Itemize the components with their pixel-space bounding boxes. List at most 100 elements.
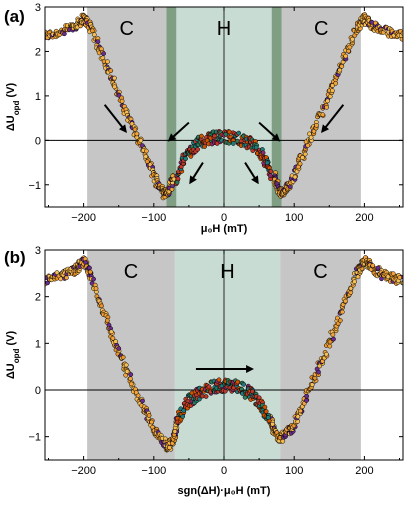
data-point	[112, 75, 117, 81]
data-point	[95, 39, 101, 45]
data-point	[93, 286, 99, 291]
data-point	[297, 161, 303, 167]
data-point	[263, 409, 269, 414]
sweep-arrow-0	[103, 104, 127, 134]
data-point	[350, 36, 355, 42]
data-point	[128, 372, 134, 377]
panel-label: (b)	[4, 248, 26, 267]
data-point	[138, 138, 144, 143]
data-point	[280, 438, 286, 444]
data-point	[320, 112, 326, 118]
data-point	[325, 98, 330, 104]
data-point	[54, 270, 60, 275]
x-tick-label: 200	[355, 465, 373, 477]
x-tick-label: −200	[71, 212, 96, 224]
data-point	[249, 389, 255, 394]
data-point	[337, 318, 343, 323]
y-tick-label: 3	[35, 245, 41, 257]
y-tick-label: 3	[35, 2, 41, 14]
data-point	[304, 398, 309, 403]
data-point	[355, 274, 361, 280]
data-point	[91, 276, 96, 282]
data-point	[292, 174, 298, 180]
data-point	[206, 384, 212, 390]
transition-band-1	[271, 7, 282, 207]
data-point	[268, 168, 274, 174]
data-point	[379, 276, 384, 282]
y-axis-label: ΔUopd (V)	[5, 331, 21, 380]
y-tick-label: −1	[28, 180, 41, 192]
data-point	[183, 156, 188, 162]
data-point	[140, 398, 145, 404]
sweep-arrow-4	[258, 121, 281, 142]
data-point	[253, 145, 259, 150]
data-point	[105, 59, 110, 65]
y-tick-label: 2	[35, 292, 41, 304]
y-tick-label: −1	[28, 432, 41, 444]
data-point	[195, 147, 201, 152]
data-point	[149, 419, 155, 425]
data-point	[236, 130, 242, 136]
data-point	[62, 31, 67, 37]
data-point	[323, 351, 329, 357]
data-point	[180, 414, 186, 419]
data-point	[335, 315, 340, 321]
x-tick-label: −100	[141, 465, 166, 477]
data-point	[352, 279, 357, 285]
data-point	[91, 32, 97, 38]
data-point	[123, 362, 129, 368]
data-point	[390, 271, 396, 277]
sweep-arrow-3	[244, 162, 259, 185]
data-point	[300, 155, 305, 160]
panel-a: C H C −200 −100 0 100 200 −1 0 1 2 3 (a) μ₀H (mT) ΔUopd…	[4, 2, 404, 235]
data-point	[327, 343, 333, 349]
data-point	[314, 122, 319, 128]
data-point	[128, 376, 133, 382]
data-point	[370, 263, 376, 268]
data-point	[119, 98, 125, 104]
data-point	[132, 127, 138, 132]
y-axis-label: ΔUopd (V)	[5, 83, 21, 132]
data-point	[331, 336, 336, 342]
data-point	[134, 131, 140, 137]
x-tick-label: −200	[71, 465, 96, 477]
data-point	[143, 154, 149, 159]
data-point	[333, 80, 339, 86]
region-label-c-2: C	[313, 261, 327, 283]
data-point	[175, 176, 181, 182]
data-point	[89, 28, 95, 34]
region-h-1	[174, 250, 281, 460]
data-point	[339, 309, 345, 315]
region-label-h-1: H	[220, 261, 234, 283]
y-tick-label: 1	[35, 338, 41, 350]
data-point	[339, 63, 345, 69]
data-point	[108, 68, 114, 74]
sweep-arrow-1	[167, 121, 190, 142]
data-point	[305, 143, 311, 148]
data-point	[317, 363, 323, 369]
data-point	[260, 150, 266, 156]
data-point	[222, 388, 228, 394]
x-tick-label: −100	[141, 212, 166, 224]
data-point	[128, 381, 134, 387]
data-point	[262, 404, 268, 410]
data-point	[264, 160, 270, 166]
data-point	[146, 413, 152, 418]
panel-label: (a)	[4, 7, 25, 26]
data-point	[203, 394, 209, 399]
data-point	[308, 135, 314, 140]
data-point	[116, 346, 122, 351]
plot-area	[45, 250, 403, 460]
data-point	[120, 354, 126, 360]
data-point	[143, 148, 149, 154]
data-point	[330, 88, 335, 93]
transition-band-0	[166, 7, 177, 207]
data-point	[112, 84, 117, 90]
data-point	[343, 298, 348, 304]
x-tick-label: 100	[285, 465, 303, 477]
data-point	[267, 173, 273, 178]
data-point	[265, 415, 271, 420]
data-point	[199, 133, 204, 139]
y-tick-label: 0	[35, 135, 41, 147]
